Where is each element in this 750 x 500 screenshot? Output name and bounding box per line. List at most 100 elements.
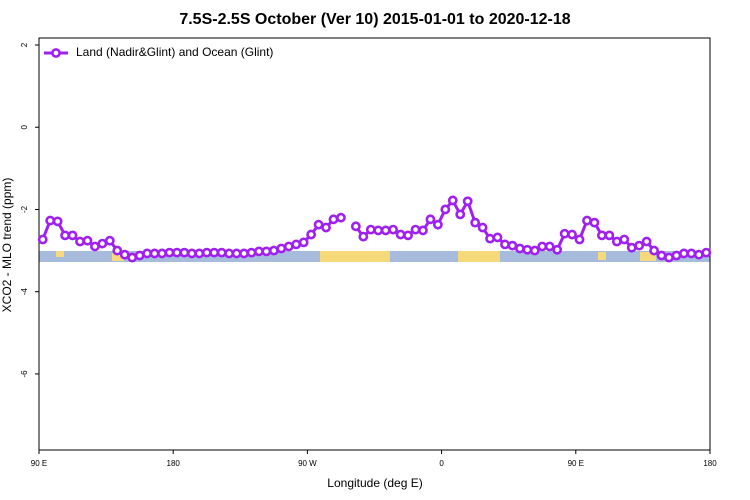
data-point: [276, 243, 287, 254]
data-point: [567, 229, 577, 240]
data-point: [552, 244, 563, 255]
data-point: [313, 219, 324, 230]
data-point: [358, 231, 369, 242]
data-point: [462, 196, 473, 207]
data-point: [492, 232, 503, 243]
land-ocean-strip: [39, 251, 710, 262]
data-point: [134, 250, 145, 261]
data-point: [485, 233, 495, 244]
data-point: [604, 230, 615, 241]
data-point: [686, 248, 697, 259]
y-tick-label: -4: [20, 288, 29, 296]
data-point: [619, 234, 630, 245]
data-point: [283, 241, 294, 252]
data-point: [410, 224, 421, 235]
data-point: [201, 247, 212, 258]
data-point: [45, 215, 56, 226]
data-point: [589, 217, 600, 228]
data-point: [90, 241, 100, 252]
data-point: [142, 248, 153, 259]
data-point: [537, 241, 548, 252]
data-point: [395, 229, 406, 240]
data-point: [455, 209, 466, 220]
data-point: [634, 240, 645, 251]
data-point: [514, 243, 525, 254]
data-point: [373, 225, 384, 236]
data-point: [179, 247, 190, 258]
data-point: [664, 252, 674, 263]
data-point: [559, 228, 570, 239]
data-point: [239, 248, 249, 259]
data-point: [596, 230, 607, 241]
x-tick-label: 0: [439, 459, 444, 468]
data-point: [298, 237, 309, 248]
plot-frame: [38, 37, 711, 451]
data-point: [82, 235, 93, 246]
data-point: [67, 230, 78, 241]
data-point: [626, 242, 637, 253]
data-point: [268, 245, 279, 256]
data-point: [127, 252, 138, 263]
legend-marker: [51, 48, 61, 58]
legend-label: Land (Nadir&Glint) and Ocean (Glint): [76, 45, 273, 59]
data-point: [164, 247, 175, 258]
data-point: [97, 238, 108, 249]
data-point: [432, 219, 443, 230]
data-point: [261, 246, 272, 257]
data-point: [186, 248, 197, 259]
data-point: [350, 221, 361, 232]
data-point: [693, 249, 704, 260]
data-point: [403, 230, 413, 241]
data-point: [306, 229, 317, 240]
chart-title: 7.5S-2.5S October (Ver 10) 2015-01-01 to…: [179, 11, 570, 28]
data-point: [231, 248, 242, 259]
data-point: [574, 234, 585, 245]
data-point: [440, 204, 451, 215]
data-point: [328, 214, 339, 225]
x-tick-label: 90 E: [31, 459, 47, 468]
data-point: [336, 212, 346, 223]
data-point: [119, 249, 130, 260]
data-point: [246, 247, 257, 258]
y-tick-label: -6: [20, 370, 29, 378]
data-point: [641, 236, 652, 247]
data-point: [418, 225, 428, 236]
x-tick-label: 180: [167, 459, 181, 468]
data-point: [254, 246, 264, 257]
data-point: [52, 216, 63, 227]
data-point: [112, 245, 123, 256]
data-point: [380, 225, 391, 236]
data-point: [679, 248, 689, 259]
data-point: [224, 248, 235, 259]
data-point: [321, 222, 331, 233]
y-tick-label: 2: [20, 42, 29, 47]
data-point: [500, 239, 510, 250]
data-point: [149, 248, 160, 259]
x-axis-label: Longitude (deg E): [327, 476, 422, 490]
data-point: [522, 244, 533, 255]
data-point: [60, 230, 70, 241]
data-point: [365, 224, 376, 235]
data-point: [216, 247, 227, 258]
data-point: [194, 248, 205, 259]
data-point: [701, 247, 712, 258]
data-point: [388, 224, 399, 235]
data-point: [37, 234, 48, 245]
data-point: [470, 217, 481, 228]
data-point: [447, 195, 458, 206]
y-axis-label: XCO2 - MLO trend (ppm): [0, 178, 14, 313]
y-tick-label: 0: [20, 124, 29, 129]
data-point: [656, 250, 667, 261]
data-point: [544, 241, 555, 252]
data-point: [104, 235, 115, 246]
data-point: [172, 247, 182, 258]
data-point: [671, 250, 682, 261]
data-point: [209, 247, 220, 258]
data-point: [75, 236, 85, 247]
data-point: [157, 248, 167, 259]
y-tick-label: -2: [20, 205, 29, 213]
x-tick-label: 90 E: [568, 459, 584, 468]
data-point: [529, 245, 540, 256]
data-point: [507, 240, 518, 251]
